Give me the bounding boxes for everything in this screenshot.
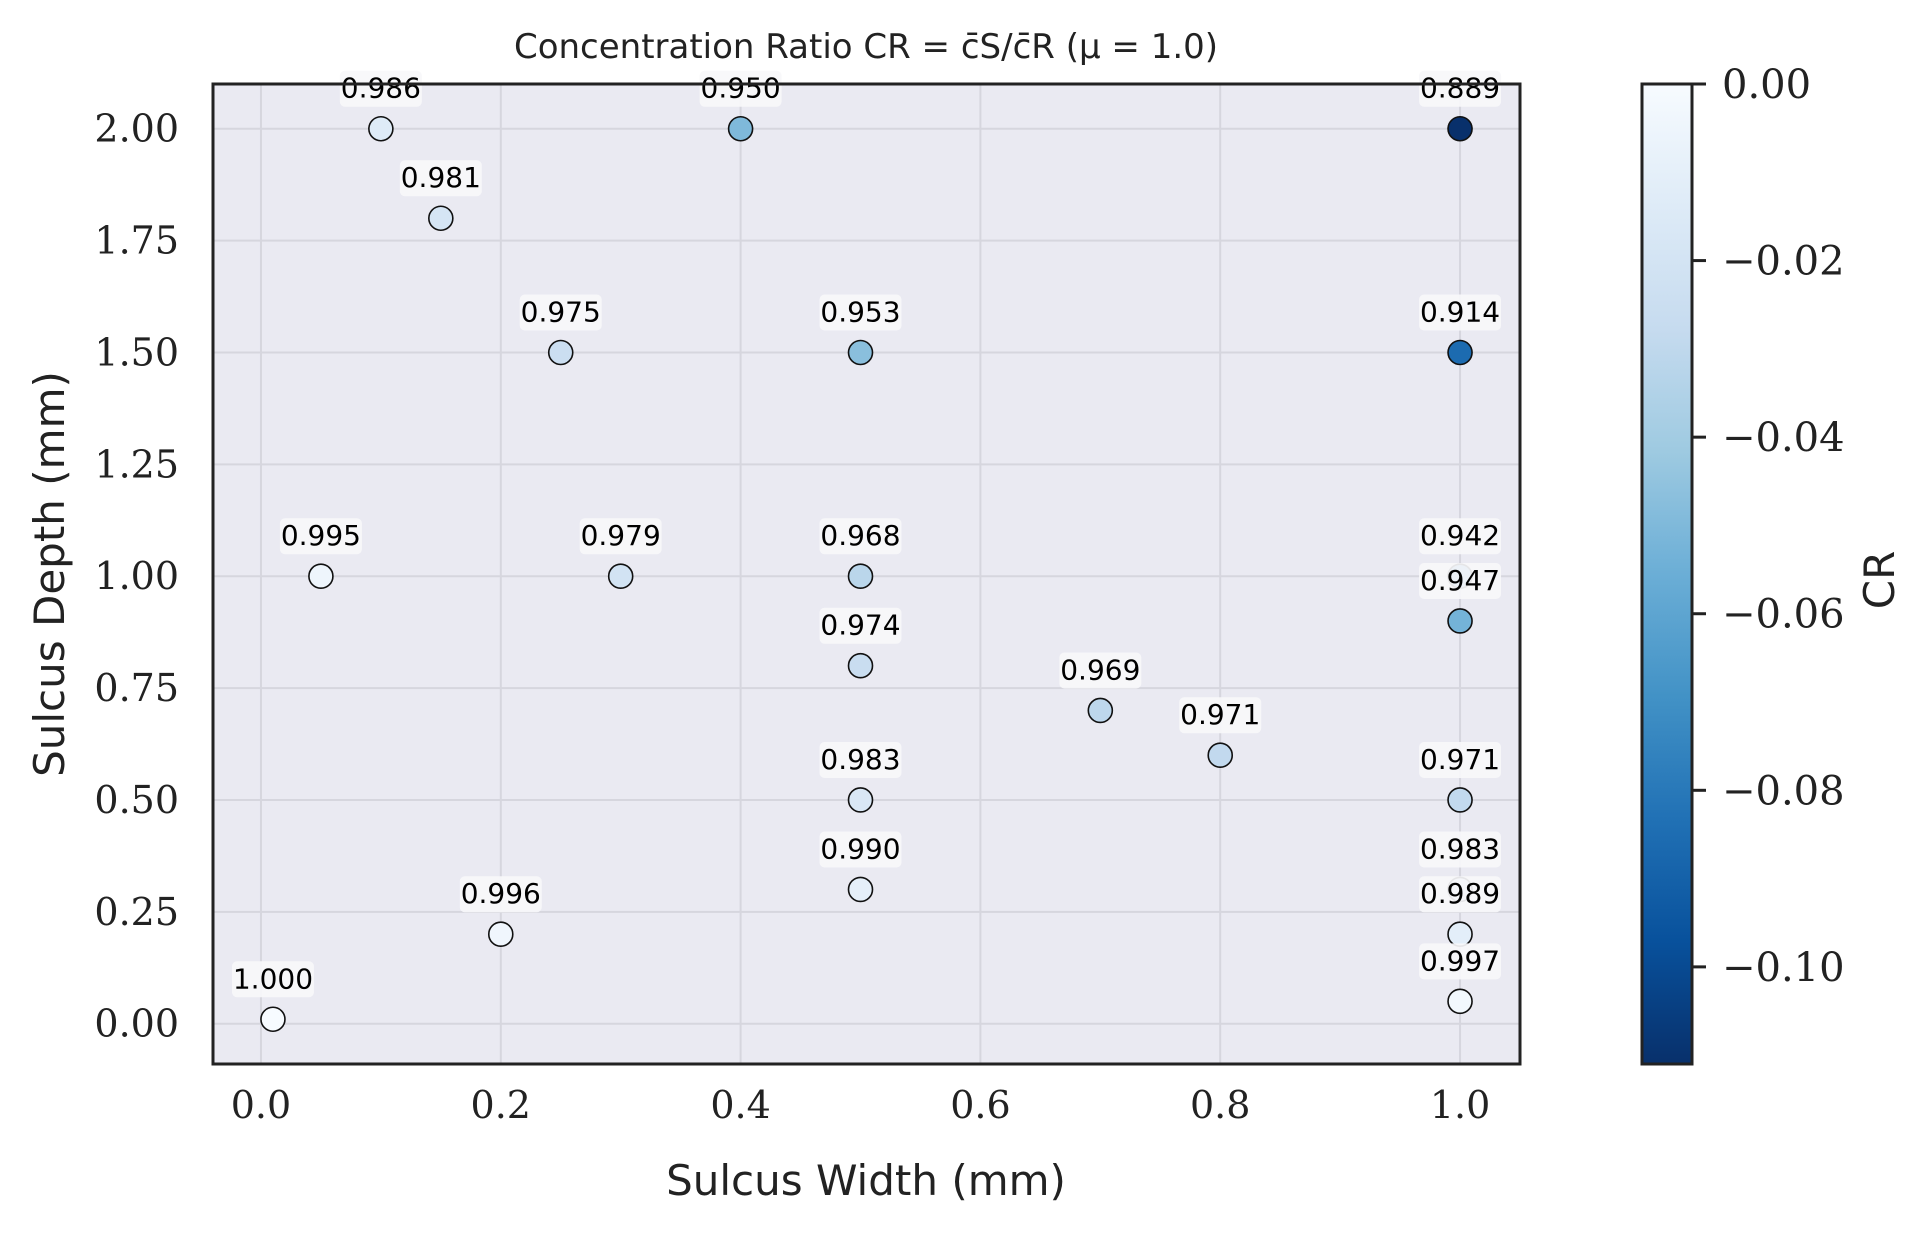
- y-tick-label: 1.50: [94, 330, 179, 374]
- scatter-point: [1447, 988, 1473, 1015]
- data-label: 0.889: [1420, 72, 1500, 105]
- data-label-box: [339, 70, 422, 107]
- colorbar-ticks: 0.00 −0.02 −0.04 −0.06 −0.08 −0.10: [1692, 62, 1845, 991]
- scatter-point: [547, 339, 574, 366]
- data-label: 0.990: [820, 832, 900, 865]
- scatter-point: [368, 115, 394, 142]
- scatter-point: [607, 563, 634, 590]
- data-label: 0.947: [1420, 564, 1500, 597]
- data-label-box: [819, 294, 902, 331]
- y-tick-label: 1.00: [94, 554, 179, 598]
- data-label: 0.983: [820, 743, 900, 776]
- y-tick-label: 0.00: [94, 1002, 179, 1046]
- scatter-point: [487, 921, 514, 948]
- data-label: 0.971: [1180, 698, 1260, 731]
- scatter-point: [847, 652, 874, 679]
- data-label: 0.942: [1420, 519, 1500, 552]
- data-label-box: [819, 831, 902, 868]
- data-label: 0.914: [1420, 295, 1500, 328]
- data-label-box: [459, 876, 542, 913]
- colorbar: [1640, 82, 1694, 1066]
- x-tick-label: 1.0: [1430, 1083, 1490, 1127]
- data-label-box: [819, 518, 902, 555]
- data-label-box: [279, 518, 362, 555]
- data-label-box: [399, 160, 482, 197]
- colorbar-tick-label: 0.00: [1722, 62, 1811, 108]
- scatter-point: [847, 339, 874, 366]
- scatter-point: [1447, 608, 1473, 634]
- scatter-point: [727, 115, 754, 142]
- scatter-point: [1087, 697, 1114, 724]
- data-label: 0.979: [581, 519, 661, 552]
- scatter-point: [1447, 921, 1473, 948]
- data-label-box: [819, 607, 902, 644]
- y-tick-label: 0.25: [94, 890, 179, 934]
- data-label-box: [1419, 741, 1502, 778]
- x-axis-ticks: 0.0 0.2 0.4 0.6 0.8 1.0: [231, 1083, 1491, 1127]
- data-label-box: [699, 70, 782, 107]
- colorbar-tick-label: −0.06: [1722, 592, 1845, 638]
- data-label-box: [1419, 518, 1502, 555]
- chart-title: Concentration Ratio CR = c̄S/c̄R (μ = 1.…: [514, 27, 1218, 67]
- data-label-box: [1059, 652, 1142, 689]
- data-label: 0.974: [820, 609, 900, 642]
- scatter-point: [1447, 115, 1473, 142]
- scatter-point: [1447, 787, 1473, 813]
- y-tick-label: 1.75: [94, 219, 179, 263]
- data-label: 0.983: [1420, 832, 1500, 865]
- scatter-point: [1447, 339, 1473, 366]
- x-axis-label: Sulcus Width (mm): [666, 1156, 1066, 1205]
- plot-frame: [211, 82, 1522, 1066]
- data-label: 0.950: [701, 72, 781, 105]
- data-label: 0.996: [461, 877, 541, 910]
- data-label-box: [1419, 70, 1502, 107]
- data-label: 0.981: [401, 161, 481, 194]
- scatter-point: [428, 205, 454, 232]
- data-label: 0.969: [1060, 653, 1140, 686]
- data-label: 0.953: [820, 295, 900, 328]
- data-label: 0.995: [281, 519, 361, 552]
- scatter-point: [847, 787, 874, 813]
- scatter-point: [847, 876, 874, 903]
- y-tick-label: 1.25: [94, 442, 179, 486]
- data-label: 0.971: [1420, 743, 1500, 776]
- data-label-box: [1179, 697, 1262, 734]
- x-tick-label: 0.2: [471, 1083, 531, 1127]
- y-tick-label: 0.75: [94, 666, 179, 710]
- data-label-box: [579, 518, 662, 555]
- data-label-box: [1419, 562, 1502, 599]
- data-label: 0.997: [1420, 944, 1500, 977]
- scatter-point: [260, 1006, 286, 1033]
- data-label-box: [819, 741, 902, 778]
- colorbar-tick-label: −0.08: [1722, 768, 1845, 814]
- x-tick-label: 0.6: [950, 1083, 1010, 1127]
- y-tick-label: 2.00: [94, 107, 179, 151]
- x-tick-label: 0.4: [710, 1083, 770, 1127]
- colorbar-tick-label: −0.02: [1722, 239, 1845, 285]
- data-label-box: [231, 961, 314, 998]
- x-tick-label: 0.8: [1190, 1083, 1250, 1127]
- y-tick-label: 0.50: [94, 778, 179, 822]
- data-label: 0.989: [1420, 877, 1500, 910]
- data-label-box: [1419, 294, 1502, 331]
- data-label-box: [1419, 876, 1502, 913]
- colorbar-tick-label: −0.10: [1722, 945, 1845, 991]
- data-label: 1.000: [233, 962, 313, 995]
- data-label-box: [1419, 831, 1502, 868]
- scatter-point: [1207, 742, 1234, 769]
- data-labels: 1.000 0.995 0.986 0.981 0.996 0.975 0.979 0.950…: [231, 70, 1502, 998]
- scatter-point: [308, 563, 334, 590]
- data-label-box: [519, 294, 602, 331]
- y-axis-ticks: 0.00 0.25 0.50 0.75 1.00 1.25 1.50 1.75 2.00: [94, 107, 179, 1046]
- data-label: 0.975: [521, 295, 601, 328]
- y-axis-label: Sulcus Depth (mm): [25, 371, 74, 777]
- colorbar-tick-label: −0.04: [1722, 415, 1845, 461]
- data-label-box: [1419, 943, 1502, 980]
- data-label: 0.986: [341, 72, 421, 105]
- colorbar-label: CR: [1855, 551, 1904, 610]
- scatter-point: [847, 563, 874, 590]
- data-label: 0.968: [820, 519, 900, 552]
- x-tick-label: 0.0: [231, 1083, 291, 1127]
